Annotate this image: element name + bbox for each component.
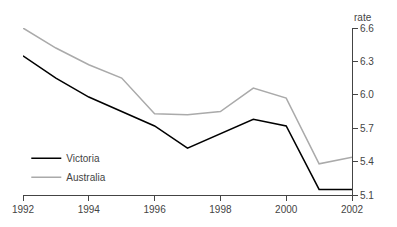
- svg-text:rate: rate: [354, 12, 372, 23]
- svg-text:1992: 1992: [12, 204, 35, 215]
- svg-text:Victoria: Victoria: [66, 153, 100, 164]
- svg-text:2000: 2000: [275, 204, 298, 215]
- svg-text:6.6: 6.6: [360, 23, 374, 34]
- svg-text:1996: 1996: [143, 204, 166, 215]
- svg-text:5.7: 5.7: [360, 123, 374, 134]
- svg-text:1998: 1998: [209, 204, 232, 215]
- svg-text:1994: 1994: [78, 204, 101, 215]
- svg-text:6.0: 6.0: [360, 89, 374, 100]
- svg-text:Australia: Australia: [66, 172, 105, 183]
- svg-text:2002: 2002: [341, 204, 364, 215]
- svg-text:6.3: 6.3: [360, 56, 374, 67]
- svg-text:5.4: 5.4: [360, 156, 374, 167]
- svg-text:5.1: 5.1: [360, 190, 374, 201]
